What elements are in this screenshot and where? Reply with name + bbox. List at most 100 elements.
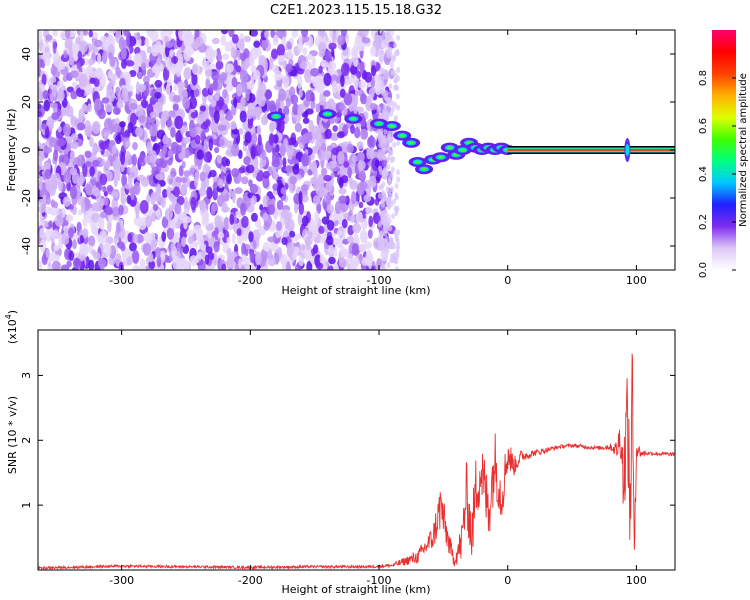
spectrogram-blob (299, 243, 306, 251)
spectrogram-blob (132, 233, 139, 244)
spectrogram-blob (106, 83, 113, 95)
spectrogram-blob (167, 30, 173, 36)
spectrogram-blob (171, 55, 179, 64)
spectrogram-blob (126, 256, 133, 266)
spectrogram-blob (45, 34, 53, 42)
spectrogram-blob (389, 237, 394, 244)
spectrogram-blob (88, 30, 94, 38)
spectrogram-blob (85, 183, 92, 196)
spectrogram-blob (116, 99, 124, 109)
spectrogram-blob (242, 144, 247, 152)
spectrogram-blob (161, 216, 169, 229)
spectrogram-blob (120, 59, 127, 69)
spectrogram-blob (224, 193, 230, 202)
spectrogram-blob (249, 250, 255, 264)
spectrogram-blob (341, 218, 348, 229)
spectrogram-blob (288, 137, 297, 146)
spectrogram-blob (264, 89, 273, 100)
spectrogram-blob (374, 74, 382, 83)
spectrogram-blob (132, 141, 138, 151)
spectrogram-blob (128, 187, 138, 195)
spectrogram-blob (391, 213, 396, 220)
spectrogram-blob (328, 42, 337, 50)
spectrogram-blob (354, 127, 361, 139)
spectrogram-blob (394, 182, 399, 189)
spectrogram-blob (369, 102, 378, 111)
spectrogram-blob (358, 38, 363, 52)
spectrogram-blob (263, 111, 269, 125)
spectrogram-blob (60, 207, 66, 219)
snr-ylabel: SNR (10 * v/v) (6, 396, 19, 474)
spectrogram-blob (88, 58, 95, 66)
spectrogram-blob (236, 228, 242, 237)
spectrogram-feature (438, 155, 444, 159)
spectrogram-blob (229, 213, 235, 225)
spectrogram-blob (172, 95, 181, 103)
spectrogram-blob (383, 238, 388, 245)
spectrogram-blob (379, 266, 384, 270)
spectrogram-blob (314, 129, 322, 142)
spectrogram-blob (217, 231, 225, 239)
spectrogram-blob (50, 65, 57, 76)
spectrogram-blob (153, 143, 158, 152)
spectrogram-blob (180, 236, 187, 248)
colorbar-tick-label: 0.2 (698, 214, 709, 230)
spectrogram-blob (302, 117, 310, 124)
spectrogram-blob (113, 123, 122, 134)
spectrogram-blob (80, 199, 86, 214)
spectrogram-blob (270, 30, 275, 38)
spectrogram-blob (248, 93, 256, 103)
spectrogram-blob (209, 83, 214, 93)
spectrogram-blob (200, 200, 207, 212)
spectrogram-blob (244, 131, 252, 144)
spectrogram-blob (386, 52, 391, 59)
spectrogram-blob (291, 30, 299, 38)
spectrogram-blob (261, 149, 267, 161)
spectrogram-blob (298, 190, 303, 205)
spectrogram-blob (349, 214, 356, 223)
spectrogram-blob (339, 88, 346, 98)
spectrogram-blob (162, 110, 170, 122)
spectrogram-blob (170, 167, 177, 178)
spectrogram-blob (50, 229, 60, 239)
spectrogram-blob (251, 132, 258, 145)
spectrogram-blob (219, 71, 228, 81)
spectrogram-blob (93, 39, 103, 48)
x-tick-label: 100 (626, 574, 647, 587)
spectrogram-blob (98, 230, 107, 244)
spectrogram-feature (350, 117, 356, 121)
spectrogram-blob (43, 53, 51, 66)
spectrogram-blob (361, 257, 369, 266)
spectrogram-blob (138, 153, 147, 167)
spectrogram-blob (218, 138, 225, 147)
spectrogram-blob (287, 41, 292, 52)
spectrogram-blob (146, 46, 153, 54)
spectrogram-blob (39, 227, 45, 239)
spectrogram-blob (64, 37, 73, 52)
spectrogram-blob (230, 120, 237, 130)
spectrogram-blob (389, 110, 394, 117)
spectrogram-blob (130, 199, 137, 208)
y-tick-label: 20 (20, 95, 33, 109)
spectrogram-blob (310, 67, 320, 77)
spectrogram-blob (235, 210, 241, 217)
spectrogram-blob (336, 230, 343, 237)
spectrogram-blob (298, 88, 303, 98)
spectrogram-blob (349, 180, 359, 190)
spectrogram-blob (164, 207, 174, 221)
spectrogram-blob (326, 204, 335, 214)
spectrogram-blob (178, 165, 184, 177)
colorbar-tick-label: 0.8 (698, 70, 709, 86)
spectrogram-blob (45, 248, 50, 259)
spectrogram-blob (255, 107, 261, 121)
colorbar-tick-label: 0.6 (698, 118, 709, 134)
spectrogram-blob (363, 194, 372, 202)
spectrogram-blob (300, 60, 308, 70)
spectrogram-blob (118, 204, 124, 216)
spectrogram-blob (231, 189, 236, 204)
spectrogram-blob (101, 97, 110, 104)
spectrogram-blob (152, 203, 159, 211)
spectrogram-blob (218, 109, 225, 122)
spectrogram-blob (395, 246, 400, 253)
spectrogram-blob (213, 110, 220, 124)
